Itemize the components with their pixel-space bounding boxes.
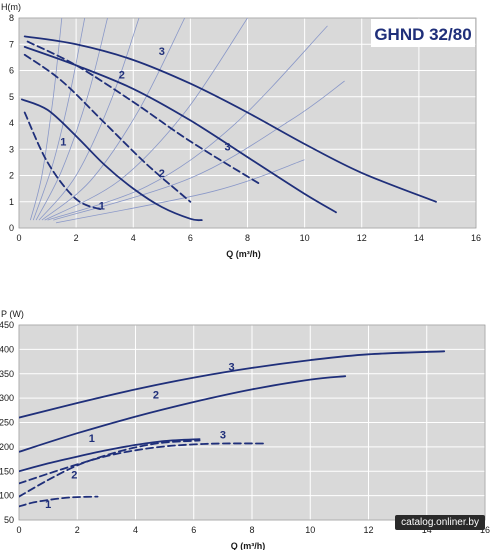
system-curve bbox=[56, 159, 305, 224]
series-line-3-solid bbox=[23, 46, 337, 214]
plot-content bbox=[21, 18, 437, 224]
y-tick-label: 8 bbox=[9, 13, 14, 23]
series-line-3-solid bbox=[23, 35, 437, 203]
series-line-2-dashed bbox=[23, 53, 192, 203]
y-axis-title: P (W) bbox=[1, 309, 24, 319]
y-tick-label: 7 bbox=[9, 39, 14, 49]
curve-label: 2 bbox=[153, 390, 159, 402]
x-tick-label: 4 bbox=[131, 233, 136, 243]
curve-label: 1 bbox=[99, 201, 105, 213]
x-tick-label: 6 bbox=[188, 233, 193, 243]
curve-label: 3 bbox=[159, 46, 165, 58]
plot-border bbox=[18, 324, 486, 521]
x-tick-label: 16 bbox=[471, 233, 481, 243]
x-axis-title-unit: (m³/h) bbox=[240, 541, 265, 550]
series-line-1-dashed bbox=[23, 111, 103, 211]
system-curve bbox=[47, 25, 328, 221]
y-tick-label: 400 bbox=[0, 344, 14, 354]
curve-label: 1 bbox=[60, 136, 66, 148]
series-line-2-solid bbox=[19, 375, 347, 453]
y-tick-label: 250 bbox=[0, 418, 14, 428]
system-curve bbox=[35, 18, 108, 221]
curve-label: 2 bbox=[119, 69, 125, 81]
series-line-3-dashed bbox=[19, 442, 265, 485]
x-axis-title-unit: (m³/h) bbox=[236, 249, 261, 259]
curve-label: 2 bbox=[159, 168, 165, 180]
x-tick-label: 10 bbox=[300, 233, 310, 243]
x-tick-label: 12 bbox=[357, 233, 367, 243]
system-curve bbox=[38, 18, 140, 221]
plot-border bbox=[18, 17, 477, 229]
x-tick-label: 16 bbox=[480, 525, 490, 535]
y-tick-label: 200 bbox=[0, 442, 14, 452]
y-axis-title: H(m) bbox=[1, 2, 21, 12]
system-curve bbox=[44, 18, 248, 221]
x-tick-label: 10 bbox=[305, 525, 315, 535]
x-axis-title: Q (m³/h) bbox=[231, 541, 266, 550]
y-tick-label: 1 bbox=[9, 197, 14, 207]
series-line-1-solid bbox=[21, 98, 203, 222]
x-axis-title-main: Q bbox=[226, 249, 233, 259]
system-curve bbox=[53, 80, 345, 221]
x-tick-label: 14 bbox=[414, 233, 424, 243]
y-tick-label: 450 bbox=[0, 320, 14, 330]
x-tick-label: 2 bbox=[74, 233, 79, 243]
series-line-1-dashed bbox=[19, 495, 99, 508]
curve-label: 3 bbox=[220, 430, 226, 442]
y-tick-label: 5 bbox=[9, 92, 14, 102]
series-line-3-solid bbox=[19, 350, 446, 419]
system-curve bbox=[41, 18, 186, 221]
plot-content bbox=[19, 350, 446, 508]
watermark-badge: catalog.onliner.by bbox=[395, 515, 485, 530]
y-tick-label: 4 bbox=[9, 118, 14, 128]
y-tick-label: 300 bbox=[0, 393, 14, 403]
y-tick-label: 50 bbox=[4, 515, 14, 525]
series-line-1-solid bbox=[19, 438, 201, 473]
y-tick-label: 6 bbox=[9, 66, 14, 76]
title-box bbox=[371, 19, 475, 47]
y-tick-label: 0 bbox=[9, 223, 14, 233]
y-tick-label: 2 bbox=[9, 171, 14, 181]
curve-label: 3 bbox=[224, 142, 230, 154]
y-tick-label: 150 bbox=[0, 466, 14, 476]
curve-label: 1 bbox=[89, 433, 95, 445]
series-line-3-dashed bbox=[26, 40, 260, 185]
x-tick-label: 12 bbox=[363, 525, 373, 535]
x-axis-title-main: Q bbox=[231, 541, 238, 550]
curve-label: 3 bbox=[229, 361, 235, 373]
series-line-2-dashed bbox=[19, 439, 201, 498]
y-tick-label: 3 bbox=[9, 144, 14, 154]
y-tick-label: 100 bbox=[0, 491, 14, 501]
x-tick-label: 8 bbox=[249, 525, 254, 535]
x-tick-label: 8 bbox=[245, 233, 250, 243]
x-tick-label: 0 bbox=[16, 233, 21, 243]
x-tick-label: 0 bbox=[16, 525, 21, 535]
x-tick-label: 6 bbox=[191, 525, 196, 535]
chart-title: GHND 32/80 bbox=[374, 25, 471, 44]
x-tick-label: 14 bbox=[422, 525, 432, 535]
curve-label: 2 bbox=[71, 470, 77, 482]
y-tick-label: 350 bbox=[0, 369, 14, 379]
power-chart: 0 2 4 6 8 10 12 14 1650100150200250300350400450P… bbox=[0, 309, 490, 550]
x-tick-label: 4 bbox=[133, 525, 138, 535]
curve-label: 1 bbox=[45, 499, 51, 511]
x-axis-title: Q (m³/h) bbox=[226, 249, 261, 259]
x-tick-label: 2 bbox=[75, 525, 80, 535]
system-curve bbox=[30, 18, 63, 221]
